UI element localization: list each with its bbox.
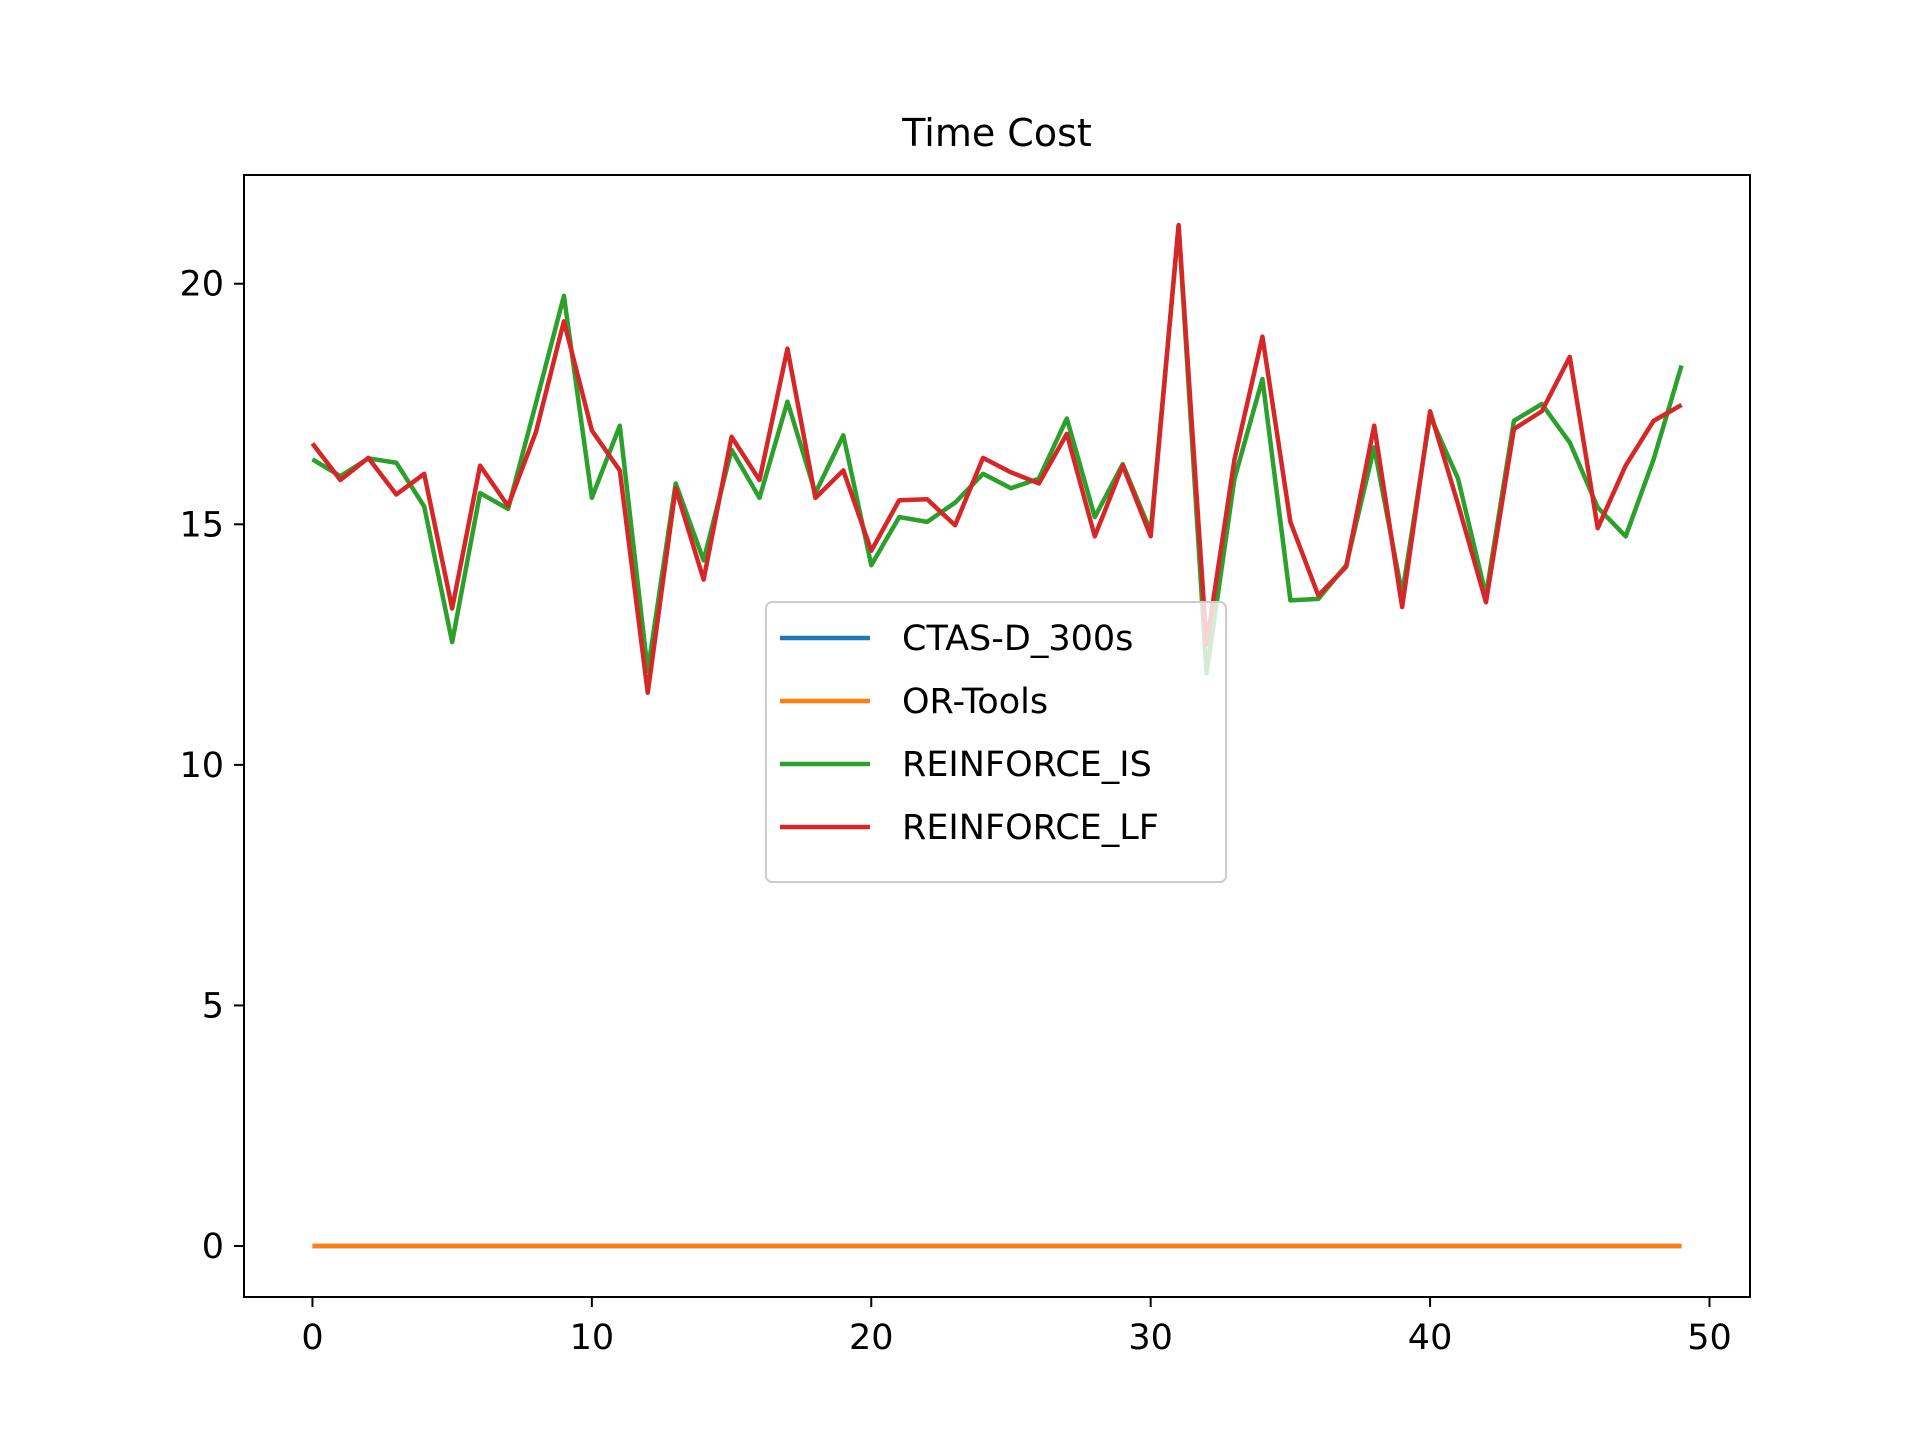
- x-tick-label: 10: [570, 1318, 615, 1358]
- series-layer: [310, 222, 1684, 1249]
- y-axis: 0 5 10 15 20: [179, 265, 244, 1267]
- y-tick-label: 10: [179, 746, 224, 786]
- y-tick-label: 5: [202, 986, 224, 1026]
- y-tick-label: 15: [179, 505, 224, 545]
- legend-label: OR-Tools: [902, 682, 1048, 722]
- x-tick-label: 50: [1687, 1318, 1732, 1358]
- x-axis: 0 10 20 30 40 50: [301, 1297, 1732, 1358]
- series-line-reinforce-is: [311, 223, 1684, 676]
- plot-area-frame: [243, 174, 1751, 1298]
- x-tick-label: 20: [849, 1318, 894, 1358]
- legend: CTAS-D_300s OR-Tools REINFORCE_IS REINFORCE…: [765, 601, 1227, 883]
- legend-label: REINFORCE_IS: [902, 745, 1152, 785]
- y-tick-label: 20: [179, 265, 224, 305]
- legend-box: [765, 601, 1227, 883]
- legend-label: CTAS-D_300s: [902, 619, 1133, 659]
- chart-title: Time Cost: [901, 111, 1092, 155]
- x-tick-label: 40: [1408, 1318, 1453, 1358]
- x-tick-label: 30: [1128, 1318, 1173, 1358]
- legend-label: REINFORCE_LF: [902, 808, 1159, 848]
- x-tick-label: 0: [301, 1318, 323, 1358]
- y-tick-label: 0: [202, 1227, 224, 1267]
- series-line-reinforce-lf: [310, 222, 1683, 695]
